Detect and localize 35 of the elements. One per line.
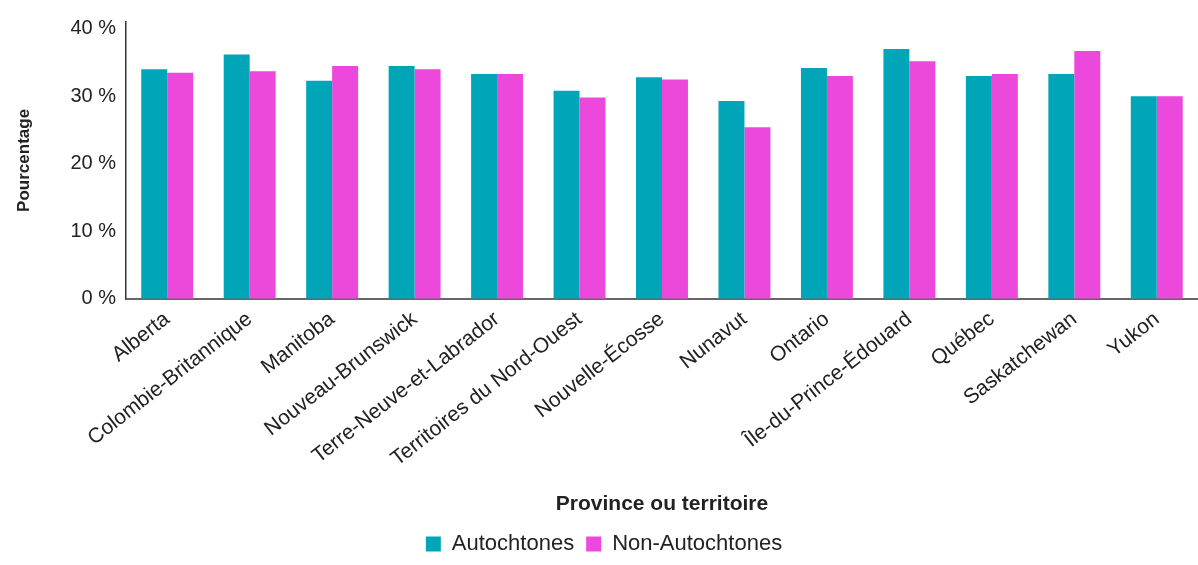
bar <box>388 65 415 299</box>
bar <box>1156 96 1183 299</box>
y-tick-label: 40 % <box>70 16 117 39</box>
bar <box>1074 51 1101 299</box>
legend-label: Autochtones <box>451 530 575 556</box>
bar <box>661 79 688 299</box>
y-axis-title: Pourcentage <box>13 108 33 212</box>
bar <box>965 76 992 299</box>
bar <box>497 73 524 299</box>
bar <box>223 54 250 299</box>
bar <box>471 73 498 299</box>
bar <box>249 71 276 299</box>
y-tick-label: 0 % <box>81 286 117 309</box>
bar <box>826 76 853 299</box>
y-tick-label: 30 % <box>70 83 117 106</box>
x-axis-title: Province ou territoire <box>555 491 769 515</box>
bar <box>167 72 194 299</box>
bar <box>636 77 662 299</box>
bar <box>718 100 745 299</box>
bar <box>991 73 1018 299</box>
bar <box>414 69 441 299</box>
bar <box>909 61 936 299</box>
bar <box>553 90 580 299</box>
bar <box>306 80 333 299</box>
bar <box>332 65 359 299</box>
bar <box>800 67 827 299</box>
legend-label: Non-Autochtones <box>612 530 783 556</box>
bar <box>579 97 606 299</box>
bar <box>141 69 168 299</box>
bar <box>1130 96 1157 299</box>
bar <box>1048 73 1075 299</box>
y-tick-label: 20 % <box>70 151 117 174</box>
y-tick-label: 10 % <box>70 218 117 241</box>
bar <box>744 127 771 299</box>
bar <box>883 49 910 299</box>
